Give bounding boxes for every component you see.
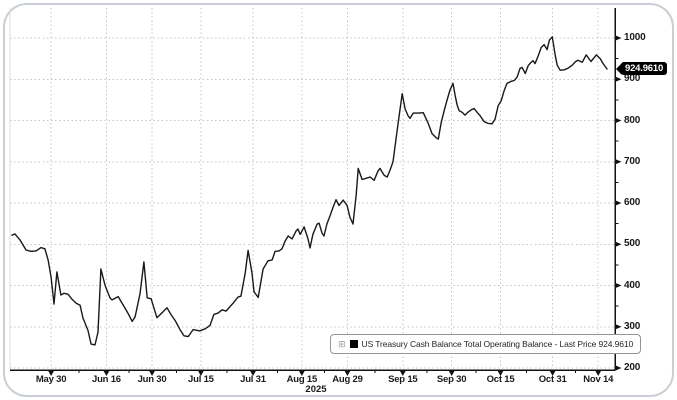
x-major-tick bbox=[448, 371, 455, 376]
legend-expand-icon[interactable]: ⊞ bbox=[338, 338, 346, 349]
legend[interactable]: ⊞ US Treasury Cash Balance Total Operati… bbox=[330, 334, 642, 354]
y-major-tick bbox=[615, 241, 622, 248]
x-major-tick bbox=[48, 371, 54, 376]
legend-series-swatch bbox=[349, 340, 358, 348]
last-price-tag: 924.9610 bbox=[616, 62, 668, 76]
x-major-tick bbox=[198, 371, 204, 376]
y-major-tick bbox=[615, 158, 622, 165]
price-line bbox=[11, 36, 608, 346]
x-major-tick bbox=[149, 371, 155, 376]
x-major-tick bbox=[549, 371, 556, 376]
y-major-tick bbox=[615, 35, 622, 41]
x-major-tick bbox=[400, 371, 406, 376]
y-major-tick bbox=[615, 323, 622, 330]
y-major-tick bbox=[615, 282, 622, 289]
x-major-tick bbox=[250, 371, 256, 376]
x-major-tick bbox=[344, 371, 351, 376]
chart-panel-border bbox=[3, 3, 674, 397]
legend-series-label: US Treasury Cash Balance Total Operating… bbox=[361, 339, 634, 349]
x-major-tick bbox=[299, 371, 305, 376]
y-major-tick bbox=[615, 365, 622, 371]
y-major-tick bbox=[615, 117, 622, 124]
x-major-tick bbox=[595, 371, 602, 376]
y-major-tick bbox=[615, 76, 622, 83]
y-major-tick bbox=[615, 200, 622, 206]
price-tag-arrow-icon bbox=[616, 62, 622, 75]
x-major-tick bbox=[497, 371, 504, 376]
x-major-tick bbox=[103, 371, 110, 376]
last-price-value: 924.9610 bbox=[621, 62, 668, 76]
